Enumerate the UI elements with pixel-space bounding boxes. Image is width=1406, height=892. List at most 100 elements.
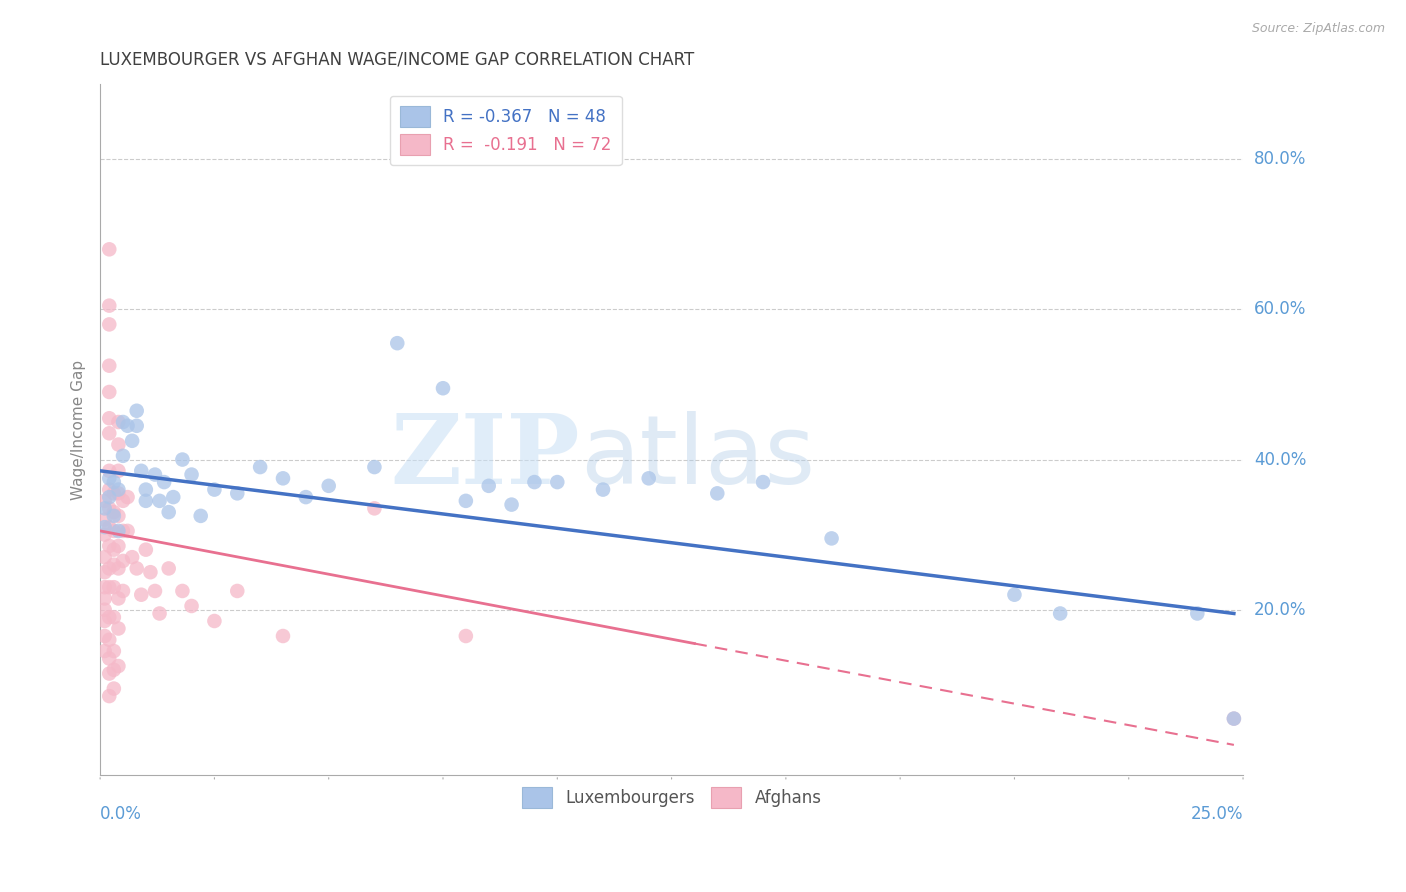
Point (98, 384, 121, 399)
Point (103, 558, 125, 572)
Point (706, 486, 728, 500)
Point (1223, 712, 1246, 726)
Point (226, 584, 249, 599)
Point (107, 415, 129, 429)
Point (157, 561, 180, 575)
Point (271, 471, 294, 485)
Point (363, 501, 385, 516)
Text: ZIP: ZIP (391, 410, 581, 504)
Point (93, 520, 115, 534)
Point (180, 467, 202, 482)
Point (103, 505, 125, 519)
Point (117, 418, 139, 433)
Point (103, 610, 125, 624)
Point (129, 464, 152, 478)
Point (204, 614, 226, 628)
Point (143, 584, 166, 599)
Point (98, 359, 121, 373)
Point (93, 565, 115, 579)
Point (125, 561, 148, 575)
Point (103, 542, 125, 557)
Point (523, 475, 546, 489)
Point (111, 554, 134, 568)
Point (93, 591, 115, 606)
Point (107, 659, 129, 673)
Point (107, 524, 129, 538)
Point (121, 434, 143, 448)
Point (162, 490, 184, 504)
Point (98, 243, 121, 257)
Point (93, 580, 115, 594)
Point (107, 508, 129, 523)
Point (820, 532, 842, 546)
Point (172, 452, 194, 467)
Text: 40.0%: 40.0% (1254, 450, 1306, 468)
Point (143, 467, 166, 482)
Point (98, 501, 121, 516)
Text: 25.0%: 25.0% (1191, 805, 1243, 823)
Point (1049, 607, 1071, 621)
Point (454, 493, 477, 508)
Point (135, 542, 157, 557)
Text: 80.0%: 80.0% (1254, 150, 1306, 169)
Point (98, 666, 121, 681)
Point (271, 629, 294, 643)
Point (103, 524, 125, 538)
Point (135, 483, 157, 497)
Point (93, 527, 115, 541)
Point (249, 460, 271, 475)
Point (98, 318, 121, 332)
Point (107, 561, 129, 575)
Point (103, 486, 125, 500)
Point (148, 493, 170, 508)
Point (103, 475, 125, 489)
Point (111, 524, 134, 538)
Point (93, 550, 115, 565)
Point (111, 449, 134, 463)
Point (387, 336, 409, 351)
Point (98, 632, 121, 647)
Point (204, 483, 226, 497)
Point (125, 403, 148, 417)
Point (103, 508, 125, 523)
Point (93, 629, 115, 643)
Point (98, 483, 121, 497)
Point (93, 501, 115, 516)
Point (363, 460, 385, 475)
Point (135, 493, 157, 508)
Point (98, 561, 121, 575)
Point (93, 644, 115, 658)
Point (117, 524, 139, 538)
Text: Source: ZipAtlas.com: Source: ZipAtlas.com (1251, 22, 1385, 36)
Point (103, 681, 125, 696)
Point (432, 381, 454, 395)
Point (98, 299, 121, 313)
Point (125, 418, 148, 433)
Text: LUXEMBOURGER VS AFGHAN WAGE/INCOME GAP CORRELATION CHART: LUXEMBOURGER VS AFGHAN WAGE/INCOME GAP C… (100, 51, 695, 69)
Legend: Luxembourgers, Afghans: Luxembourgers, Afghans (515, 780, 828, 815)
Point (318, 479, 340, 493)
Point (98, 490, 121, 504)
Point (478, 479, 501, 493)
Point (98, 426, 121, 441)
Text: 0.0%: 0.0% (100, 805, 142, 823)
Point (117, 490, 139, 504)
Point (153, 475, 176, 489)
Point (139, 565, 162, 579)
Point (98, 651, 121, 665)
Point (1004, 588, 1026, 602)
Point (98, 464, 121, 478)
Point (107, 622, 129, 636)
Point (501, 498, 523, 512)
Point (93, 513, 115, 527)
Point (93, 603, 115, 617)
Point (111, 584, 134, 599)
Point (1223, 712, 1246, 726)
Point (226, 486, 249, 500)
Point (172, 584, 194, 599)
Point (98, 580, 121, 594)
Point (190, 508, 212, 523)
Point (637, 471, 659, 485)
Point (107, 483, 129, 497)
Point (103, 580, 125, 594)
